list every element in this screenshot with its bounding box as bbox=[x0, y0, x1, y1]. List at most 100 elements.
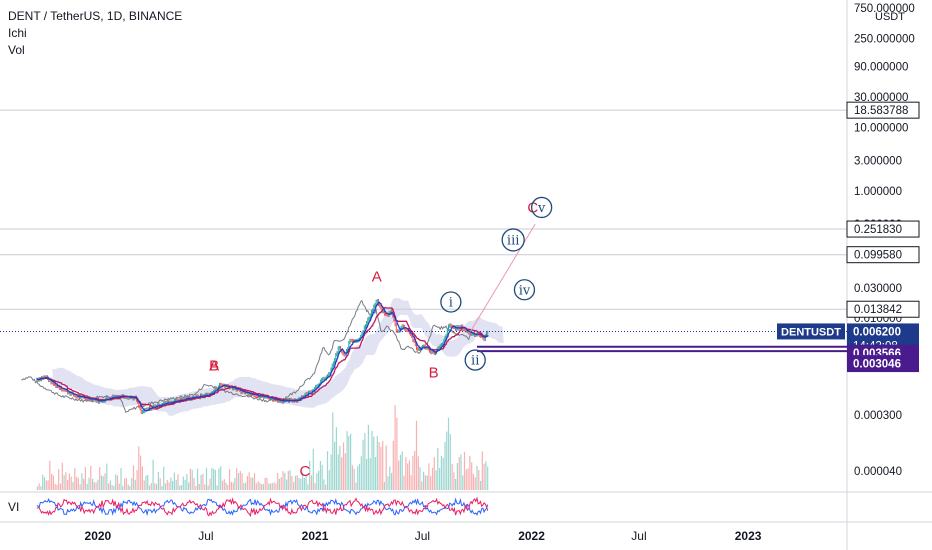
volume-bar bbox=[389, 466, 391, 490]
volume-bar bbox=[374, 457, 377, 490]
volume-bar bbox=[68, 473, 70, 490]
volume-bar bbox=[282, 471, 284, 490]
volume-bar bbox=[58, 469, 60, 490]
volume-bar bbox=[334, 441, 336, 490]
volume-bar bbox=[148, 485, 151, 490]
volume-bar bbox=[61, 462, 63, 490]
volume-bar bbox=[433, 457, 435, 490]
volume-bar bbox=[132, 465, 135, 490]
symbol-title[interactable]: DENT / TetherUS, 1D, BINANCE bbox=[8, 9, 183, 23]
volume-bar bbox=[414, 450, 416, 490]
vi-minus-line bbox=[36, 496, 489, 518]
volume-bar bbox=[152, 459, 154, 490]
volume-bar bbox=[335, 427, 337, 490]
support-level-badge[interactable] bbox=[847, 355, 919, 373]
wave-label-circle bbox=[464, 349, 486, 371]
volume-bar bbox=[326, 451, 329, 490]
volume-bar bbox=[184, 479, 186, 490]
volume-bar bbox=[323, 479, 325, 490]
volume-bar bbox=[339, 445, 341, 490]
volume-bar bbox=[59, 483, 62, 490]
symbol-flag[interactable] bbox=[777, 323, 845, 340]
volume-bar bbox=[428, 463, 430, 490]
volume-bar bbox=[81, 473, 83, 490]
volume-bar bbox=[367, 424, 369, 490]
volume-bar bbox=[383, 482, 385, 490]
volume-bar bbox=[197, 468, 199, 490]
volume-bar bbox=[51, 473, 53, 490]
volume-bar bbox=[209, 478, 211, 490]
volume-bar bbox=[253, 473, 256, 490]
volume-bar bbox=[455, 479, 457, 490]
volume-bar bbox=[362, 439, 364, 490]
volume-bar bbox=[193, 478, 195, 490]
volume-bar bbox=[446, 431, 448, 490]
volume-bar bbox=[399, 454, 402, 490]
indicator-ichimoku-label[interactable]: Ichi bbox=[8, 26, 27, 40]
volume-bar bbox=[424, 475, 426, 490]
y-tick-label: 750.000000 bbox=[854, 3, 915, 15]
indicator-vi-label[interactable]: VI bbox=[8, 500, 20, 514]
volume-bar bbox=[485, 461, 487, 490]
volume-bar bbox=[480, 480, 482, 490]
volume-bar bbox=[458, 457, 460, 490]
volume-bar bbox=[250, 477, 252, 490]
volume-bar bbox=[259, 482, 261, 490]
volume-bar bbox=[86, 483, 88, 490]
volume-bar bbox=[348, 436, 350, 490]
y-tick-label: 10.000000 bbox=[854, 122, 908, 134]
volume-bar bbox=[437, 448, 439, 490]
volume-bar bbox=[200, 474, 202, 490]
volume-bar bbox=[159, 478, 161, 490]
volume-bar bbox=[88, 477, 90, 490]
volume-bar bbox=[122, 485, 124, 490]
volume-bar bbox=[129, 486, 131, 490]
volume-bar bbox=[435, 470, 437, 490]
volume-bar bbox=[136, 470, 138, 490]
volume-bar bbox=[412, 455, 414, 490]
price-level-badge bbox=[846, 101, 920, 119]
current-price-text: 0.006200 bbox=[853, 326, 901, 338]
volume-bar bbox=[478, 469, 480, 490]
volume-bar bbox=[271, 483, 273, 490]
volume-bar bbox=[360, 456, 362, 490]
volume-bar bbox=[145, 475, 147, 490]
volume-bar bbox=[106, 463, 108, 490]
volume-bar bbox=[72, 482, 74, 490]
volume-bar bbox=[168, 482, 170, 490]
volume-bar bbox=[291, 476, 293, 490]
volume-bar bbox=[205, 467, 208, 490]
volume-bar bbox=[157, 472, 159, 490]
volume-bar bbox=[462, 475, 464, 490]
volume-bar bbox=[321, 464, 323, 490]
volume-bar bbox=[351, 465, 353, 490]
volume-bar bbox=[442, 457, 444, 490]
volume-bar bbox=[469, 455, 471, 490]
wave-label: iv bbox=[519, 283, 531, 298]
volume-bar bbox=[275, 483, 277, 490]
volume-bar bbox=[426, 475, 428, 490]
y-axis-unit-label: USDT bbox=[875, 11, 905, 23]
volume-bar bbox=[156, 484, 158, 490]
wave-label: C bbox=[300, 463, 311, 480]
volume-bar bbox=[467, 468, 469, 490]
x-tick-label: 2020 bbox=[85, 529, 112, 543]
price-level-badge bbox=[846, 220, 920, 238]
volume-bar bbox=[104, 473, 106, 490]
volume-bar bbox=[371, 430, 373, 490]
volume-bar bbox=[358, 464, 361, 490]
volume-bar bbox=[415, 420, 418, 490]
volume-bar bbox=[161, 486, 163, 490]
indicator-volume-label[interactable]: Vol bbox=[8, 43, 25, 57]
volume-bar bbox=[268, 483, 270, 490]
volume-bar bbox=[202, 473, 204, 490]
volume-bar bbox=[444, 441, 446, 490]
volume-bar bbox=[116, 475, 119, 490]
volume-bar bbox=[302, 472, 304, 490]
symbol-flag-text: DENTUSDT bbox=[781, 326, 841, 338]
volume-bar bbox=[298, 478, 300, 490]
volume-bar bbox=[312, 448, 314, 490]
x-tick-label: Jul bbox=[631, 529, 646, 543]
